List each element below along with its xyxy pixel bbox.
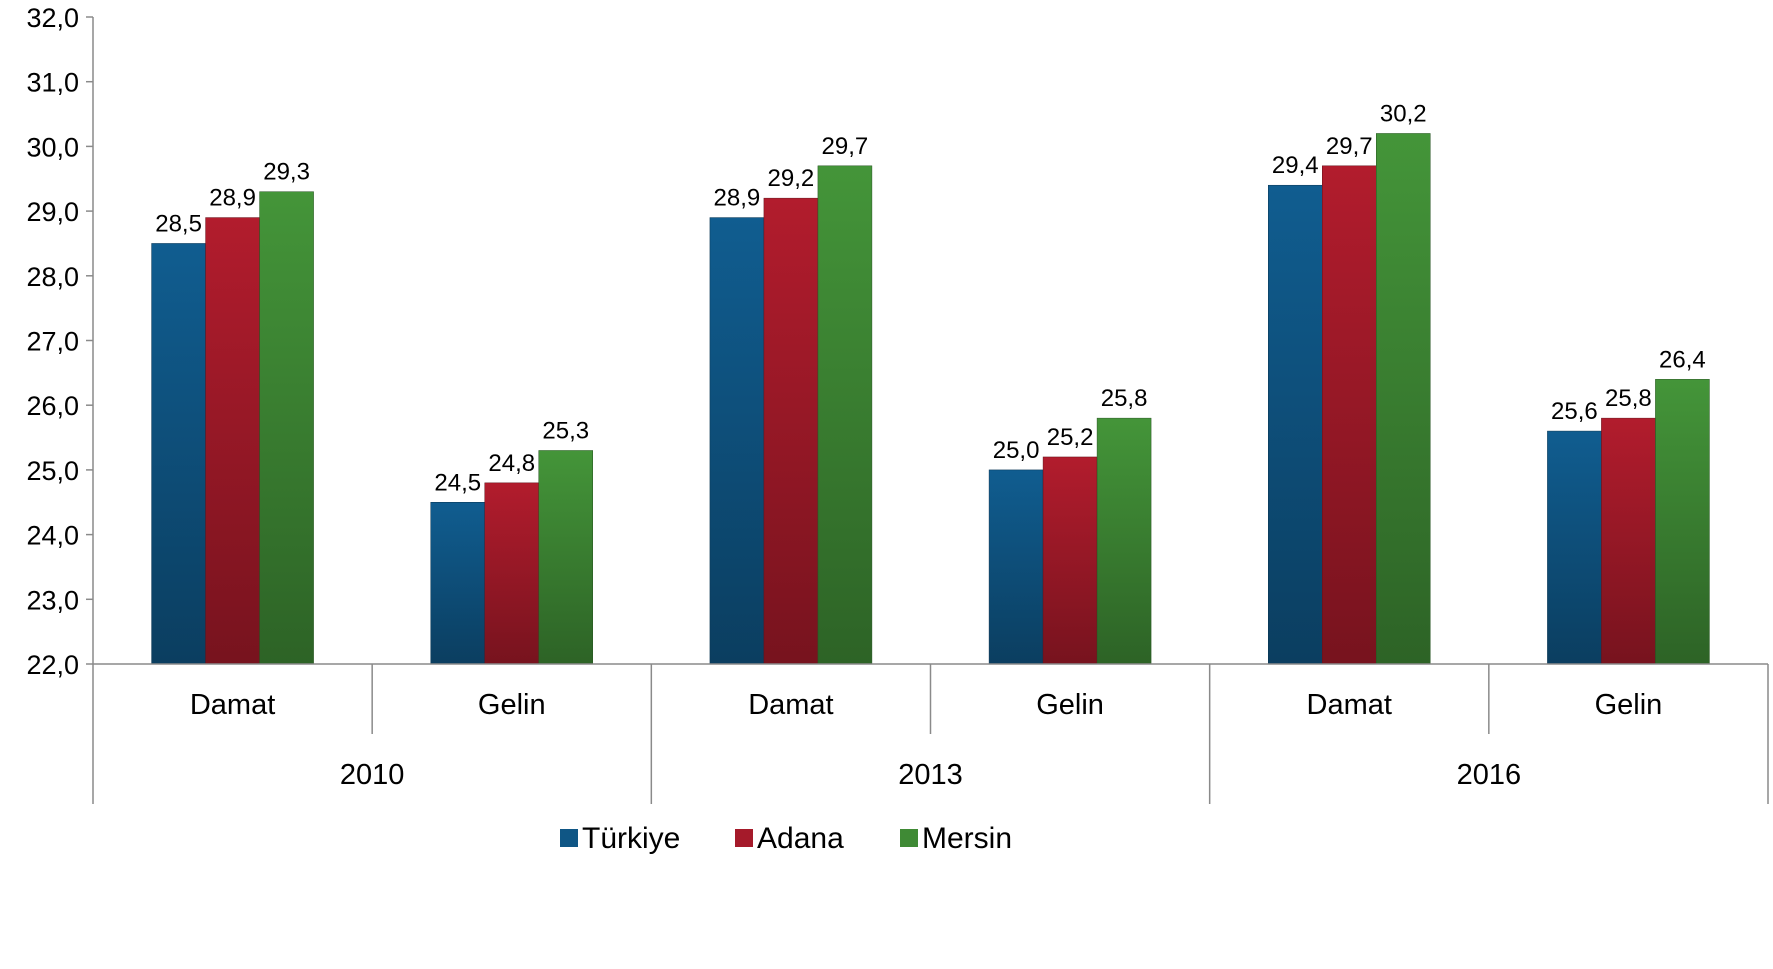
- data-label: 25,8: [1101, 385, 1148, 412]
- legend-label: Adana: [757, 822, 844, 855]
- y-tick-label: 31,0: [26, 68, 79, 98]
- data-label: 24,5: [434, 469, 481, 496]
- bar-trkiye-2: [709, 217, 765, 665]
- legend: Türkiye Adana Mersin: [560, 822, 1012, 855]
- data-label: 25,0: [993, 437, 1040, 464]
- y-tick-label: 28,0: [26, 262, 79, 292]
- axes-layer: 22,0 23,0 24,0 25,0 26,0 27,0 28,0 29,0 30,0 31,0…: [26, 3, 1769, 804]
- bar-mersin-0: [259, 191, 314, 665]
- data-label: 25,6: [1551, 398, 1598, 425]
- labels-layer: 28,5 28,9 29,3 Damat 24,5 24,8 25,3 Gelin 28,9 29…: [155, 100, 1706, 791]
- y-tick-label: 26,0: [26, 391, 79, 421]
- data-label: 29,7: [1326, 133, 1373, 160]
- category-label: Gelin: [1036, 689, 1104, 721]
- group-label: 2016: [1457, 759, 1522, 791]
- data-label: 29,3: [263, 159, 310, 186]
- bar-adana-4: [1322, 165, 1377, 665]
- legend-label: Mersin: [922, 822, 1012, 855]
- group-label: 2013: [898, 759, 963, 791]
- bar-adana-0: [205, 217, 260, 665]
- legend-swatch: [735, 829, 753, 847]
- y-tick-label: 30,0: [26, 132, 79, 162]
- y-tick-label: 24,0: [26, 521, 79, 551]
- bar-adana-3: [1042, 456, 1098, 665]
- bar-adana-2: [763, 197, 819, 665]
- category-label: Gelin: [478, 689, 546, 721]
- data-label: 28,9: [714, 185, 761, 212]
- bar-trkiye-4: [1268, 184, 1323, 665]
- data-label: 26,4: [1659, 346, 1706, 373]
- bar-mersin-4: [1376, 133, 1431, 665]
- data-label: 25,3: [542, 417, 589, 444]
- bar-trkiye-0: [151, 243, 206, 665]
- bar-mersin-2: [817, 165, 873, 665]
- bar-trkiye-5: [1547, 430, 1602, 665]
- group-label: 2010: [340, 759, 405, 791]
- category-label: Gelin: [1595, 689, 1663, 721]
- data-label: 29,4: [1272, 152, 1319, 179]
- y-tick-label: 23,0: [26, 585, 79, 615]
- data-label: 30,2: [1380, 100, 1427, 127]
- data-label: 24,8: [488, 450, 535, 477]
- y-tick-label: 29,0: [26, 197, 79, 227]
- y-tick-label: 27,0: [26, 327, 79, 357]
- bar-trkiye-1: [430, 502, 485, 665]
- legend-label: Türkiye: [582, 822, 680, 855]
- bars-layer: [151, 133, 1710, 665]
- category-label: Damat: [748, 689, 833, 721]
- data-label: 28,9: [209, 185, 256, 212]
- data-label: 28,5: [155, 210, 202, 237]
- data-label: 25,2: [1047, 424, 1094, 451]
- data-label: 29,2: [768, 165, 815, 192]
- data-label: 25,8: [1605, 385, 1652, 412]
- bar-mersin-1: [538, 450, 593, 665]
- data-label: 29,7: [822, 133, 869, 160]
- bar-adana-1: [484, 482, 539, 665]
- legend-swatch: [560, 829, 578, 847]
- category-label: Damat: [190, 689, 275, 721]
- category-label: Damat: [1307, 689, 1392, 721]
- bar-trkiye-3: [988, 469, 1044, 665]
- bar-mersin-5: [1655, 379, 1710, 665]
- y-tick-label: 32,0: [26, 3, 79, 33]
- y-tick-label: 25,0: [26, 456, 79, 486]
- bar-adana-5: [1601, 417, 1656, 665]
- y-tick-label: 22,0: [26, 650, 79, 680]
- bar-mersin-3: [1096, 417, 1152, 665]
- legend-swatch: [900, 829, 918, 847]
